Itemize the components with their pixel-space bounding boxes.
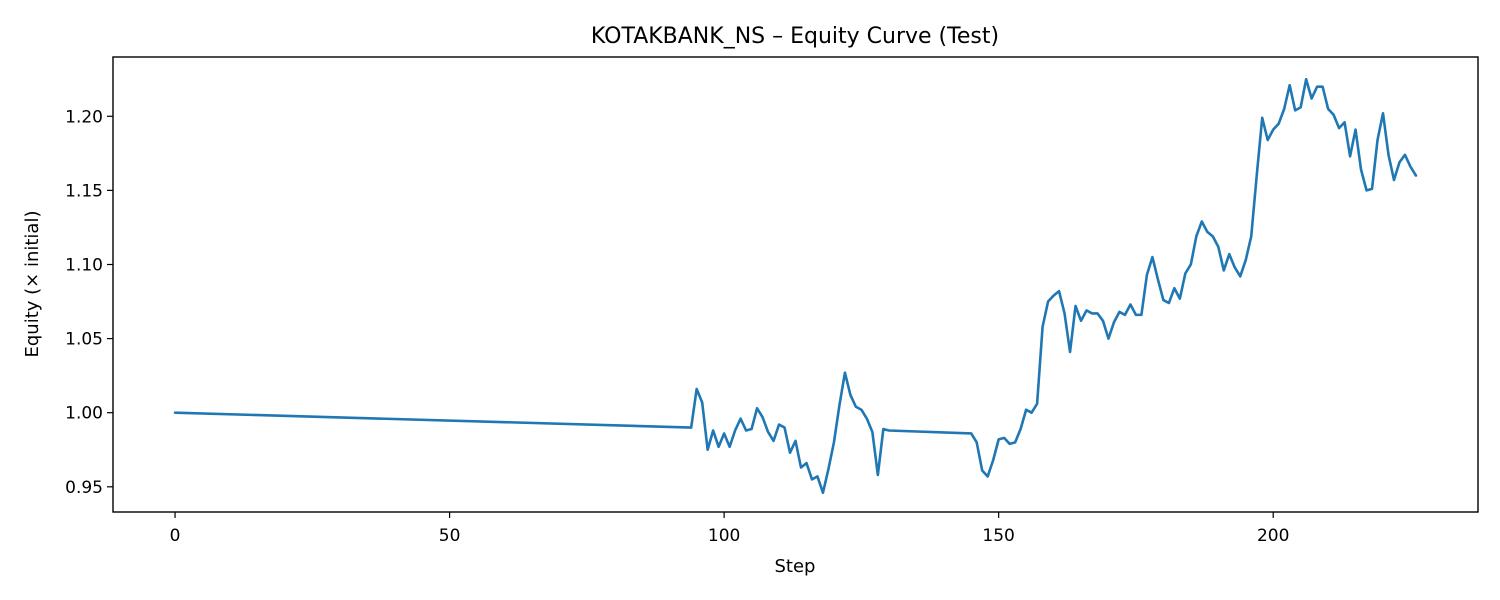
- y-tick-label: 1.15: [65, 181, 103, 201]
- y-axis-label: Equity (× initial): [22, 211, 43, 358]
- x-tick-label: 200: [1257, 526, 1289, 546]
- y-axis: 0.95 1.00 1.05 1.10 1.15 1.20: [65, 107, 113, 498]
- chart-title: KOTAKBANK_NS – Equity Curve (Test): [591, 24, 999, 49]
- x-axis-label: Step: [775, 556, 816, 577]
- plot-area: [173, 77, 1418, 495]
- y-tick-label: 0.95: [65, 478, 103, 498]
- y-tick-label: 1.05: [65, 330, 103, 350]
- x-tick-label: 50: [439, 526, 461, 546]
- x-tick-label: 0: [170, 526, 181, 546]
- x-tick-label: 100: [708, 526, 740, 546]
- equity-series-line: [173, 77, 1418, 495]
- x-tick-label: 150: [982, 526, 1014, 546]
- y-tick-label: 1.00: [65, 404, 103, 424]
- plot-frame: [112, 56, 1479, 513]
- x-axis: 0 50 100 150 200: [170, 512, 1289, 546]
- y-tick-label: 1.20: [65, 107, 103, 127]
- y-tick-label: 1.10: [65, 255, 103, 275]
